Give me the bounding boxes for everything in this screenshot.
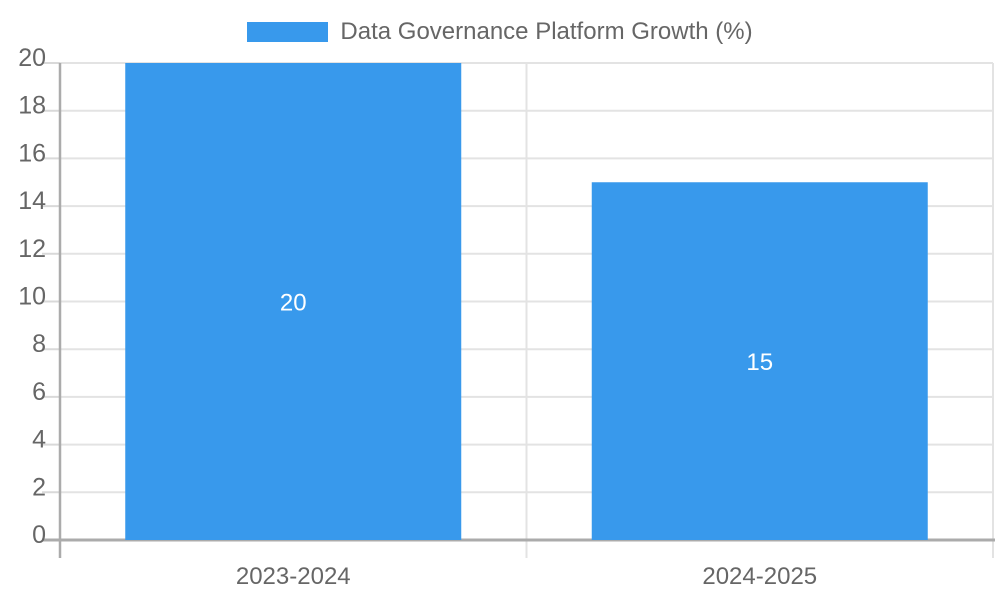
- y-tick-label: 0: [32, 521, 46, 549]
- y-tick-label: 4: [32, 426, 46, 454]
- chart-legend[interactable]: Data Governance Platform Growth (%): [0, 18, 1000, 45]
- legend-swatch[interactable]: [247, 22, 329, 42]
- y-tick-label: 10: [18, 283, 46, 311]
- x-tick-label: 2023-2024: [236, 563, 351, 590]
- x-tick-label: 2024-2025: [702, 563, 817, 590]
- y-tick-label: 2: [32, 473, 46, 501]
- y-tick-label: 12: [18, 235, 46, 263]
- bar-value-label: 15: [746, 349, 773, 376]
- y-tick-label: 16: [18, 139, 46, 167]
- bar-value-label: 20: [280, 290, 307, 317]
- bar-2024-2025[interactable]: [591, 182, 928, 540]
- legend-label[interactable]: Data Governance Platform Growth (%): [340, 18, 753, 45]
- y-tick-label: 20: [18, 44, 46, 72]
- y-tick-label: 14: [18, 187, 46, 215]
- bar-2023-2024[interactable]: [125, 63, 462, 540]
- y-tick-label: 8: [32, 330, 46, 358]
- y-tick-label: 6: [32, 378, 46, 406]
- y-tick-label: 18: [18, 92, 46, 120]
